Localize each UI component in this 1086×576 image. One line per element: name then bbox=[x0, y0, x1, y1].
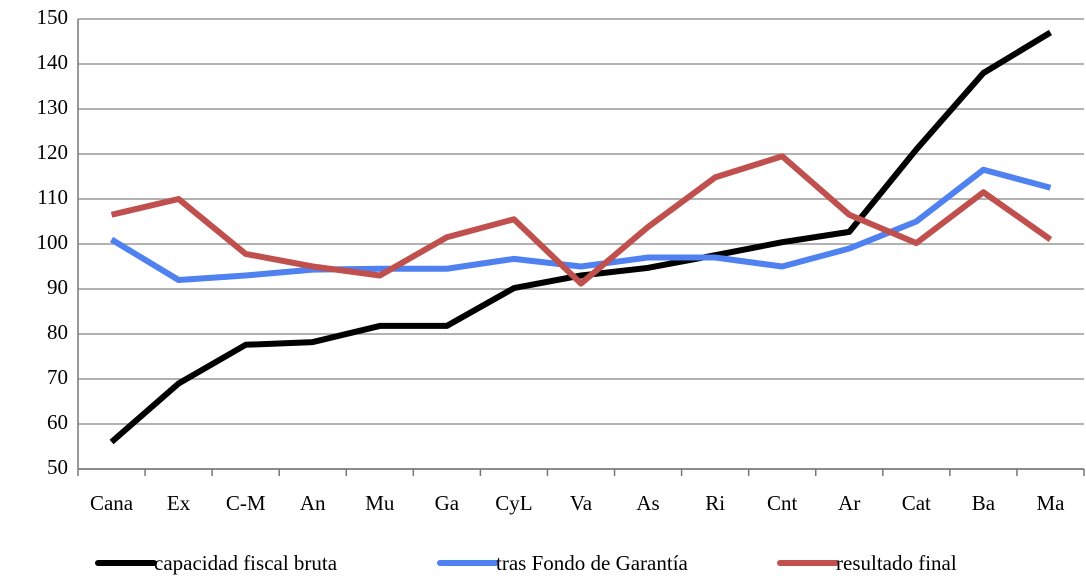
x-tick-label: Ba bbox=[972, 491, 996, 515]
y-tick-label: 120 bbox=[37, 140, 69, 164]
y-tick-label: 60 bbox=[47, 410, 68, 434]
x-tick-label: Ma bbox=[1036, 491, 1065, 515]
x-tick-label: Ga bbox=[435, 491, 460, 515]
x-tick-label: As bbox=[636, 491, 659, 515]
x-tick-label: C-M bbox=[226, 491, 266, 515]
line-series bbox=[109, 29, 1053, 445]
legend-label: capacidad fiscal bruta bbox=[154, 551, 338, 575]
line-series bbox=[109, 166, 1052, 283]
y-tick-label: 110 bbox=[37, 185, 68, 209]
x-tick-label: Va bbox=[570, 491, 593, 515]
x-tick-label: Cat bbox=[902, 491, 931, 515]
y-tick-label: 80 bbox=[47, 320, 68, 344]
legend-label: resultado final bbox=[836, 551, 957, 575]
x-tick-label: Mu bbox=[365, 491, 395, 515]
y-tick-label: 70 bbox=[47, 365, 68, 389]
y-tick-label: 130 bbox=[37, 95, 69, 119]
x-tick-label: An bbox=[300, 491, 326, 515]
line-series bbox=[110, 153, 1053, 287]
y-tick-label: 90 bbox=[47, 275, 68, 299]
y-tick-label: 100 bbox=[37, 230, 69, 254]
y-tick-label: 50 bbox=[47, 455, 68, 479]
x-tick-label: Cnt bbox=[767, 491, 798, 515]
legend-label: tras Fondo de Garantía bbox=[496, 551, 689, 575]
x-tick-label: Ri bbox=[705, 491, 725, 515]
x-tick-label: Ex bbox=[167, 491, 191, 515]
y-tick-label: 150 bbox=[37, 5, 69, 29]
y-tick-label: 140 bbox=[37, 50, 69, 74]
x-tick-label: Ar bbox=[838, 491, 860, 515]
x-tick-label: CyL bbox=[495, 491, 532, 515]
x-tick-label: Cana bbox=[90, 491, 134, 515]
